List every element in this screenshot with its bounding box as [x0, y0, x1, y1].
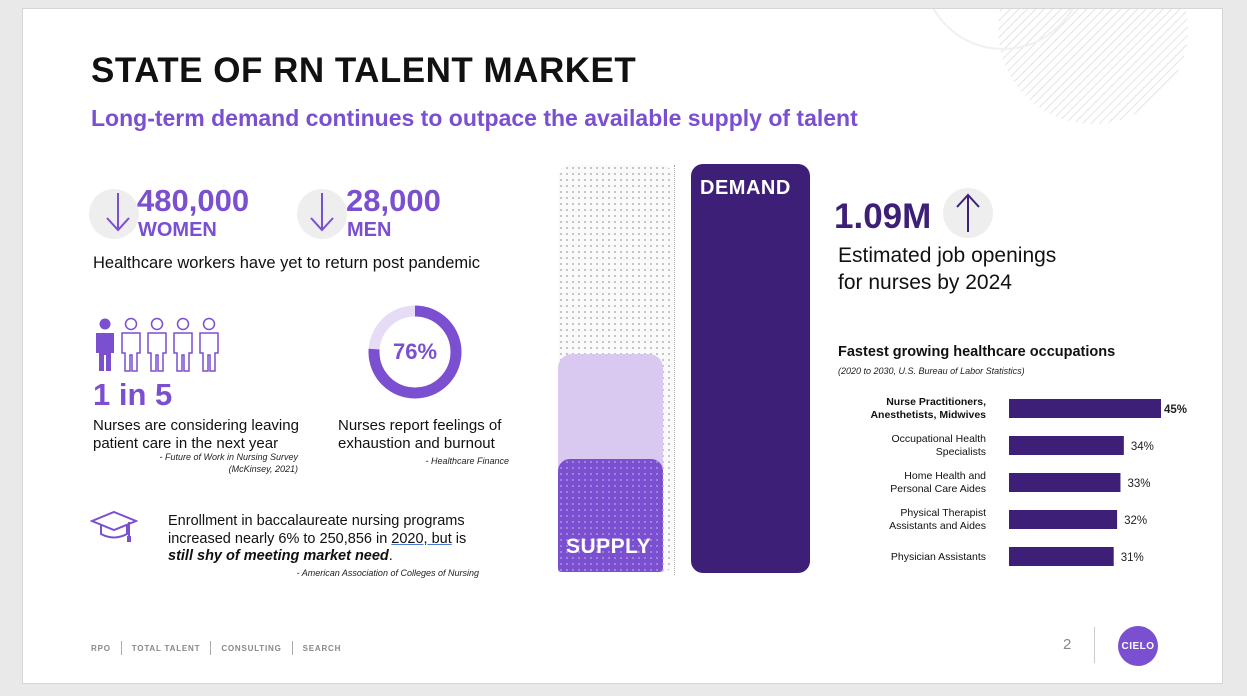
footer-divider: [1094, 627, 1095, 663]
enrollment-text-a: increased nearly 6% to 250,856 in: [168, 530, 392, 547]
category-label: Specialists: [936, 446, 986, 458]
demand-bar: [691, 164, 810, 573]
enrollment-text-b: is: [451, 530, 467, 547]
footer-item-search[interactable]: SEARCH: [302, 643, 342, 653]
category-label: Occupational Health: [891, 433, 986, 445]
slide: STATE OF RN TALENT MARKET Long-term dema…: [22, 8, 1223, 684]
person-icon-outline: [147, 317, 167, 372]
women-value: 480,000: [137, 183, 250, 218]
value-label: 32%: [1124, 515, 1147, 527]
bar-0: [1009, 399, 1161, 418]
bar-4: [1009, 547, 1114, 566]
bar-2: [1009, 473, 1121, 492]
person-icon-outline: [121, 317, 141, 372]
down-arrow-circle: [89, 189, 139, 239]
footer-separator: [291, 641, 293, 655]
value-label: 45%: [1164, 404, 1187, 416]
bar-1: [1009, 436, 1124, 455]
person-icon-outline: [173, 317, 193, 372]
footer-item-consulting[interactable]: CONSULTING: [221, 643, 282, 653]
graduation-cap-icon: [90, 510, 138, 542]
footer-separator: [210, 641, 212, 655]
page-title: STATE OF RN TALENT MARKET: [91, 51, 637, 90]
job-openings-text: Estimated job openings for nurses by 202…: [838, 242, 1056, 296]
decorative-circles: [932, 9, 1188, 124]
burnout-source: - Healthcare Finance: [425, 456, 509, 466]
enrollment-emphasis: still shy of meeting market need: [168, 548, 389, 564]
category-label: Physician Assistants: [891, 551, 986, 563]
down-arrow-icon: [310, 193, 334, 232]
one-in-five: 1 in 5: [93, 377, 173, 412]
bar-3: [1009, 510, 1118, 529]
page-number: 2: [1063, 636, 1072, 653]
chart-subtitle: (2020 to 2030, U.S. Bureau of Labor Stat…: [838, 366, 1025, 376]
men-label: MEN: [347, 219, 392, 241]
chart-title: Fastest growing healthcare occupations: [838, 344, 1116, 360]
enrollment-line-3: still shy of meeting market need.: [168, 548, 466, 566]
leaving-text: Nurses are considering leaving patient c…: [93, 417, 299, 452]
category-label: Nurse Practitioners,: [886, 396, 986, 408]
enrollment-period: .: [388, 548, 393, 564]
enrollment-source: - American Association of Colleges of Nu…: [296, 568, 479, 578]
burnout-pct: 76%: [393, 339, 437, 364]
demand-label: DEMAND: [700, 177, 791, 199]
footer-nav: RPO TOTAL TALENT CONSULTING SEARCH: [91, 641, 341, 655]
footer-item-rpo[interactable]: RPO: [91, 643, 111, 653]
category-label: Home Health and: [904, 470, 986, 482]
women-label: WOMEN: [138, 219, 217, 241]
footer-separator: [120, 641, 122, 655]
leaving-source: - Future of Work in Nursing Survey: [159, 452, 298, 462]
men-value: 28,000: [346, 183, 441, 218]
category-label: Anesthetists, Midwives: [870, 409, 986, 421]
people-icons: [96, 317, 219, 372]
leaving-source-year: (McKinsey, 2021): [228, 464, 298, 474]
enrollment-text: Enrollment in baccalaureate nursing prog…: [168, 513, 466, 566]
person-icon-filled: [96, 318, 114, 371]
category-label: Personal Care Aides: [890, 483, 986, 495]
value-label: 31%: [1121, 552, 1144, 564]
person-icon-outline: [199, 317, 219, 372]
return-text: Healthcare workers have yet to return po…: [93, 254, 481, 272]
supply-label: SUPPLY: [566, 535, 652, 558]
footer-item-total-talent[interactable]: TOTAL TALENT: [131, 643, 201, 653]
supply-bar: [558, 459, 663, 572]
down-arrow-icon: [106, 193, 130, 232]
job-openings-line-1: Estimated job openings: [838, 244, 1057, 267]
cielo-logo: CIELO: [1118, 626, 1158, 666]
enrollment-underlined: 2020, but: [391, 530, 452, 547]
burnout-text: Nurses report feelings of exhaustion and…: [338, 417, 502, 452]
burnout-donut: 76%: [368, 305, 462, 399]
job-openings-value: 1.09M: [834, 197, 932, 236]
divider-line: [674, 165, 675, 575]
enrollment-line-1: Enrollment in baccalaureate nursing prog…: [168, 513, 465, 529]
enrollment-line-2: increased nearly 6% to 250,856 in 2020, …: [168, 531, 466, 549]
occupations-bar-chart: Nurse Practitioners,Anesthetists, Midwiv…: [870, 396, 1187, 566]
burnout-arc: [368, 305, 462, 399]
category-label: Assistants and Aides: [889, 520, 986, 532]
page-subtitle: Long-term demand continues to outpace th…: [91, 105, 858, 131]
up-arrow-icon: [943, 188, 993, 238]
value-label: 33%: [1127, 478, 1150, 490]
category-label: Physical Therapist: [900, 507, 986, 519]
value-label: 34%: [1131, 441, 1154, 453]
job-openings-line-2: for nurses by 2024: [838, 271, 1012, 294]
